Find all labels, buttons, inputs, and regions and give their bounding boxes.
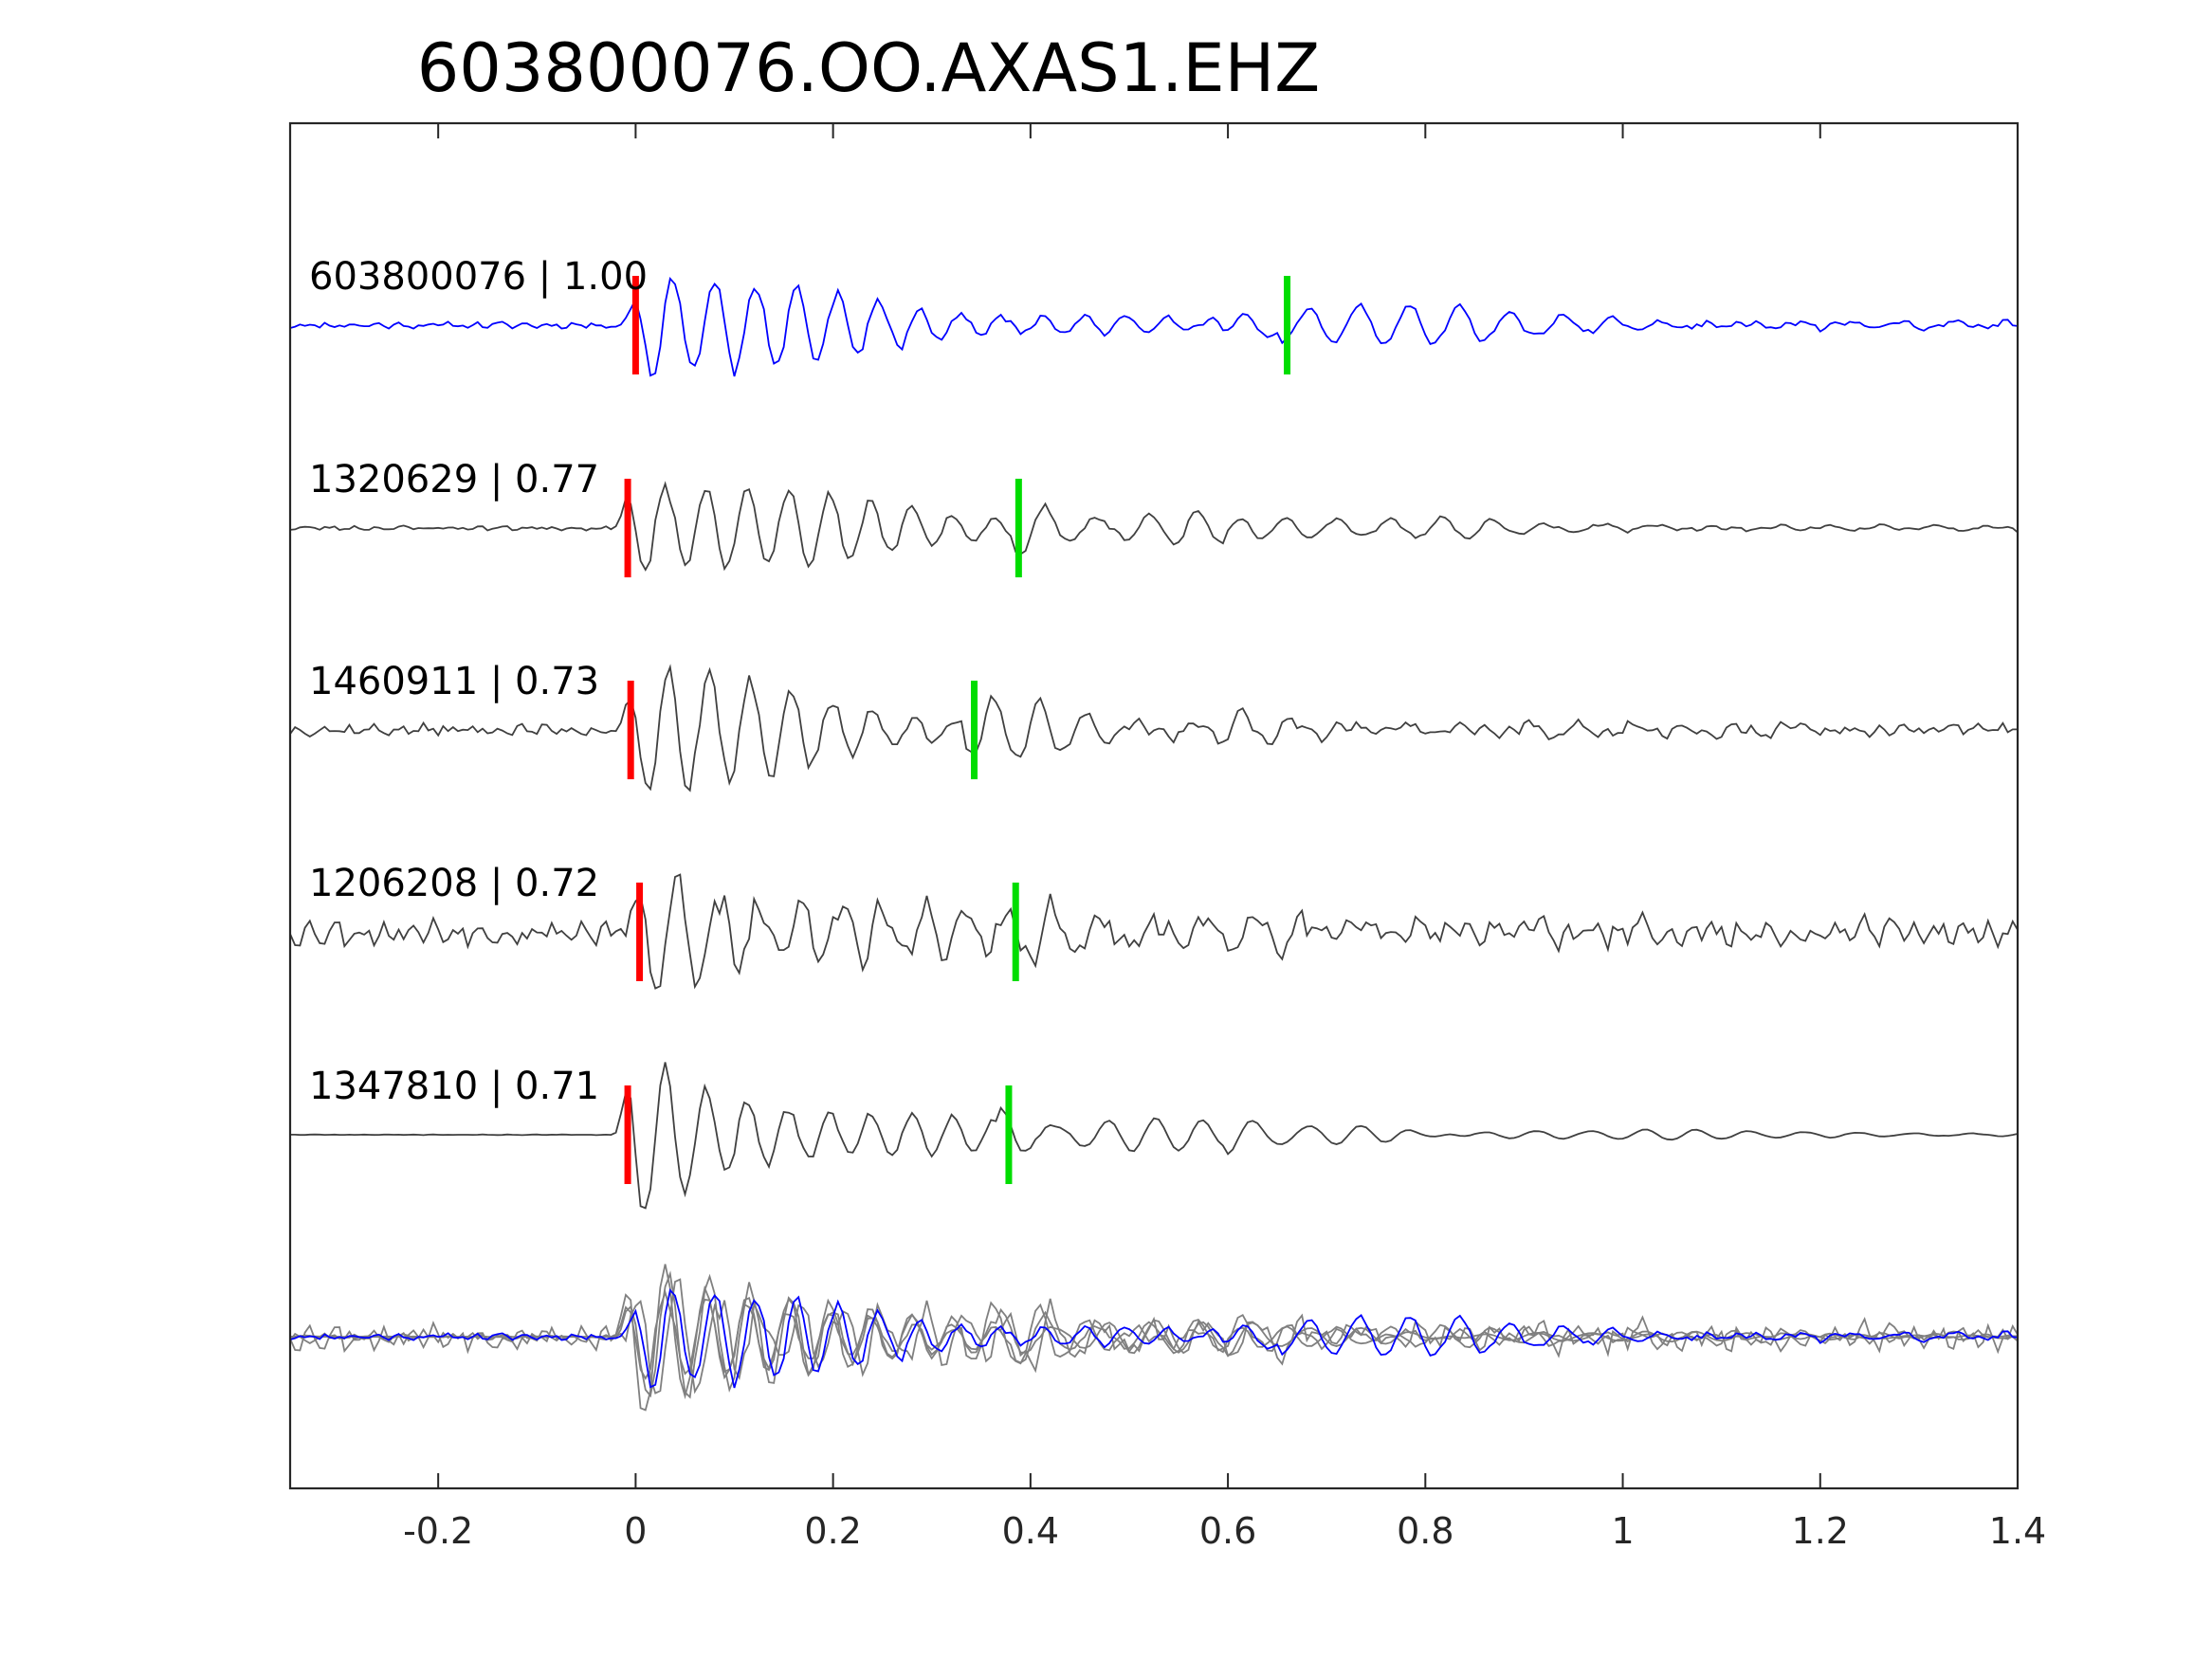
trace-label-1320629: 1320629 | 0.77 (309, 458, 599, 501)
x-tick-label: 0.2 (804, 1510, 861, 1552)
stack-trace-1460911 (290, 1270, 2018, 1399)
trace-label-1206208: 1206208 | 0.72 (309, 862, 599, 905)
x-tick-label: -0.2 (403, 1510, 473, 1552)
x-tick-label: 0.8 (1397, 1510, 1453, 1552)
trace-line-1460911 (290, 664, 2018, 793)
trace-line-1320629 (290, 481, 2018, 572)
axes-frame (288, 121, 2020, 1490)
trace-label-1347810: 1347810 | 0.71 (309, 1065, 599, 1108)
x-tick-label: 1.4 (1989, 1510, 2046, 1552)
trace-label-603800076: 603800076 | 1.00 (309, 255, 648, 299)
x-tick-label: 1 (1611, 1510, 1634, 1552)
plot-area (290, 276, 2018, 1412)
trace-line-603800076 (290, 276, 2018, 377)
stack-trace-603800076 (290, 1287, 2018, 1389)
chart-title: 603800076.OO.AXAS1.EHZ (417, 29, 1320, 107)
trace-label-1460911: 1460911 | 0.73 (309, 660, 599, 703)
trace-line-1206208 (290, 873, 2018, 990)
x-tick-label: 0 (624, 1510, 647, 1552)
trace-line-1347810 (290, 1062, 2018, 1210)
x-tick-label: 0.4 (1002, 1510, 1059, 1552)
x-tick-label: 1.2 (1792, 1510, 1849, 1552)
trace-labels: 603800076 | 1.00 1320629 | 0.77 1460911 | … (309, 255, 648, 1108)
x-tick-label: 0.6 (1199, 1510, 1256, 1552)
x-axis: -0.2 0 0.2 0.4 0.6 0.8 1 1.2 1.4 (403, 123, 2046, 1552)
